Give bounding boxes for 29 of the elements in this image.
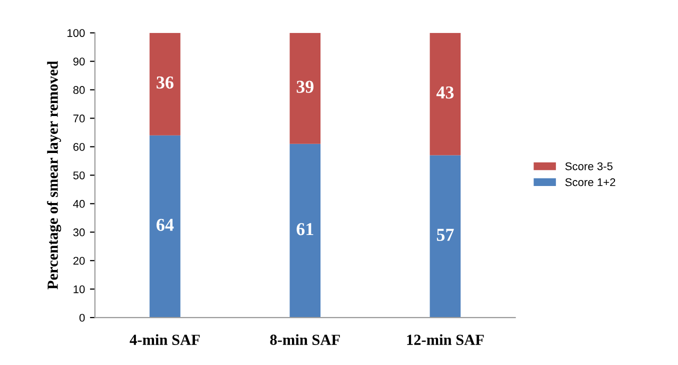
bar xyxy=(430,32,461,156)
y-axis-title: Percentage of smear layer removed xyxy=(46,60,62,290)
y-tick-label: 100 xyxy=(68,29,85,37)
data-label: 57 xyxy=(436,228,454,241)
legend-label: Score 3-5 xyxy=(565,162,613,170)
bar xyxy=(150,135,180,318)
y-tick-label: 40 xyxy=(73,200,85,208)
y-tick-label: 0 xyxy=(79,314,85,322)
data-label: 36 xyxy=(156,76,174,89)
bar xyxy=(430,155,461,318)
y-tick-label: 70 xyxy=(73,114,85,122)
y-tick-label: 60 xyxy=(73,142,85,151)
y-tick-label: 30 xyxy=(73,228,85,236)
y-tick-label: 20 xyxy=(73,256,85,265)
x-tick-label: 12-min SAF xyxy=(407,334,484,345)
data-label: 64 xyxy=(156,218,174,231)
y-tick-label: 90 xyxy=(73,58,85,66)
x-tick-label: 8-min SAF xyxy=(270,334,340,345)
bar xyxy=(150,32,180,136)
bar xyxy=(290,32,321,144)
y-tick-label: 50 xyxy=(73,171,85,180)
y-tick-label: 80 xyxy=(73,86,85,94)
bar xyxy=(290,144,321,318)
data-label: 61 xyxy=(296,223,314,236)
y-tick-label: 10 xyxy=(74,285,85,294)
data-label: 39 xyxy=(296,80,314,93)
legend-label: Score 1+2 xyxy=(565,178,616,186)
x-tick-label: 4-min SAF xyxy=(130,334,200,345)
data-label: 43 xyxy=(436,86,454,99)
